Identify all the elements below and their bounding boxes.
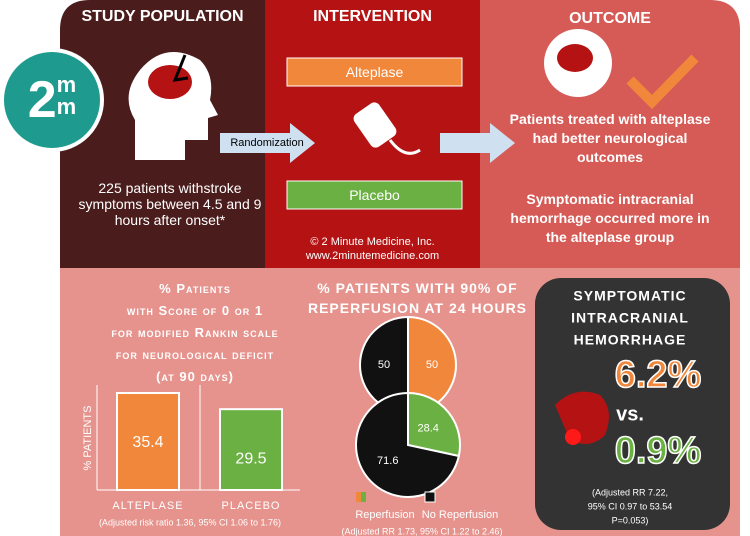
box-title: HEMORRHAGE bbox=[574, 332, 687, 348]
pie-slice bbox=[355, 391, 461, 498]
brain-icon bbox=[557, 44, 593, 72]
y-axis-label: % PATIENTS bbox=[82, 406, 94, 471]
logo-letter: m bbox=[56, 94, 77, 119]
legend-swatch bbox=[356, 492, 361, 502]
slice-label: 71.6 bbox=[377, 455, 398, 467]
category-label: ALTEPLASE bbox=[112, 500, 183, 512]
note: (Adjusted RR 1.73, 95% CI 1.22 to 2.46) bbox=[341, 526, 502, 536]
bar-value: 35.4 bbox=[132, 434, 163, 451]
box-title: SYMPTOMATIC bbox=[573, 288, 686, 304]
arrow bbox=[220, 123, 315, 163]
bolt-icon bbox=[172, 54, 189, 82]
bar-title-line: for modified Rankin scale bbox=[111, 325, 279, 340]
check-icon bbox=[626, 54, 699, 110]
legend-swatch bbox=[424, 491, 436, 503]
outcome-text: Symptomatic intracranial hemorrhage occu… bbox=[510, 191, 710, 245]
vs-label: vs. bbox=[616, 403, 644, 425]
arrow bbox=[440, 123, 515, 163]
iv-line-icon bbox=[388, 139, 421, 155]
slice-label: 50 bbox=[426, 359, 438, 371]
bar-title-line: (at 90 days) bbox=[156, 369, 234, 384]
bar-title-line: for neurological deficit bbox=[115, 347, 275, 362]
charts: % PATIENTS 35.4 ALTEPLASE 29.5 PLACEBO (Adjus… bbox=[82, 288, 702, 536]
logo-digit: 2 bbox=[27, 71, 57, 129]
logo-text: 2m m bbox=[20, 70, 84, 130]
placebo-box bbox=[286, 180, 463, 210]
logo-circle bbox=[0, 48, 104, 152]
bar bbox=[116, 392, 180, 491]
slice-label: 28.4 bbox=[418, 423, 439, 435]
hemorrhage-box bbox=[535, 278, 730, 530]
arrow-label: Randomization bbox=[230, 137, 304, 149]
note: 95% CI 0.97 to 53.54 bbox=[588, 501, 673, 511]
pie-slice bbox=[407, 391, 461, 458]
note: P=0.053) bbox=[612, 515, 649, 525]
alteplase-box bbox=[286, 57, 463, 87]
pie-title: % PATIENTS WITH 90% OF REPERFUSION AT 24… bbox=[307, 280, 528, 316]
arm-label: Placebo bbox=[349, 187, 400, 203]
logo-letter: m bbox=[56, 72, 77, 97]
note: (Adjusted RR 7.22, bbox=[592, 487, 668, 497]
legend-swatch bbox=[361, 492, 366, 502]
bar bbox=[219, 408, 283, 492]
credit: © 2 Minute Medicine, Inc. bbox=[310, 236, 435, 248]
section-title: OUTCOME bbox=[569, 10, 651, 27]
credit: www.2minutemedicine.com bbox=[305, 250, 440, 262]
outcome-text: Patients treated with alteplase had bett… bbox=[509, 111, 711, 165]
bar-title-line: with Score of 0 or 1 bbox=[126, 303, 264, 318]
blood-icon bbox=[565, 429, 581, 445]
rate-value: 6.2% bbox=[615, 354, 702, 396]
box-title: INTRACRANIAL bbox=[571, 310, 689, 326]
brain-icon bbox=[148, 65, 192, 99]
bar-title: % Patients with Score of 0 or 1 for modifi… bbox=[80, 278, 310, 388]
iv-bag-icon bbox=[353, 102, 397, 148]
bar-title-line: % Patients bbox=[159, 281, 231, 296]
slice-label: 50 bbox=[378, 359, 390, 371]
rate-value: 0.9% bbox=[615, 430, 702, 472]
category-label: PLACEBO bbox=[222, 500, 281, 512]
note: (Adjusted risk ratio 1.36, 95% CI 1.06 t… bbox=[99, 517, 281, 527]
arm-label: Alteplase bbox=[345, 64, 404, 80]
section-title: INTERVENTION bbox=[313, 8, 432, 25]
section-title: STUDY POPULATION bbox=[81, 8, 244, 25]
legend-label: No Reperfusion bbox=[422, 509, 498, 521]
bar-value: 29.5 bbox=[235, 450, 266, 467]
legend-label: Reperfusion bbox=[355, 509, 414, 521]
population-text: 225 patients withstroke symptoms between… bbox=[78, 180, 262, 228]
